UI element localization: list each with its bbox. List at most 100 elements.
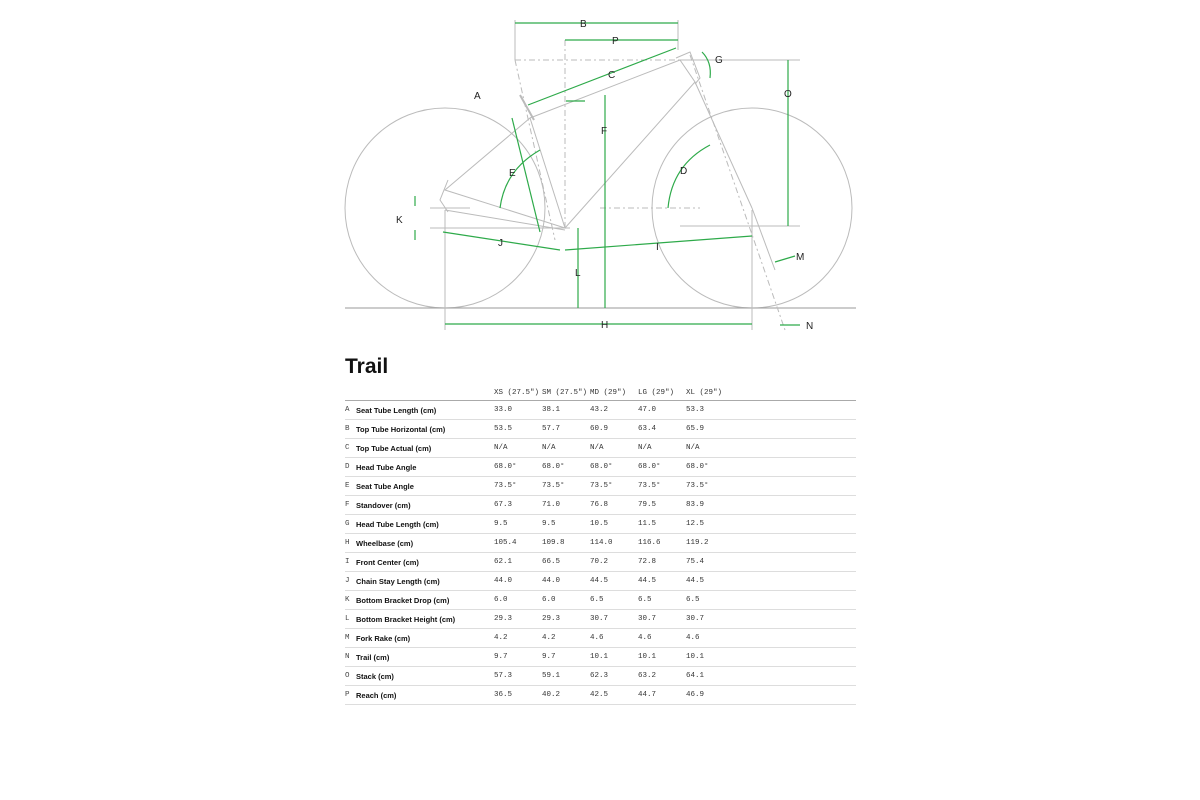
- table-row: E Seat Tube Angle 73.5° 73.5° 73.5° 73.5° 73.5…: [345, 476, 856, 496]
- cell-value: 44.0: [542, 571, 590, 591]
- column-header: LG (29"): [638, 386, 686, 401]
- column-header: XS (27.5"): [494, 386, 542, 401]
- cell-value: 4.6: [686, 628, 734, 648]
- cell-value: 6.5: [638, 590, 686, 610]
- cell-value: 62.3: [590, 666, 638, 686]
- row-name: Top Tube Horizontal (cm): [356, 419, 494, 439]
- row-key: F: [345, 495, 356, 515]
- cell-value: 10.5: [590, 514, 638, 534]
- cell-value: 33.0: [494, 400, 542, 420]
- geometry-table: XS (27.5") SM (27.5") MD (29") LG (29") …: [345, 386, 856, 705]
- label-k: K: [396, 215, 403, 226]
- cell-value: 73.5°: [542, 476, 590, 496]
- cell-value: 6.0: [494, 590, 542, 610]
- cell-value: N/A: [590, 438, 638, 458]
- cell-value: 40.2: [542, 685, 590, 705]
- cell-value: 11.5: [638, 514, 686, 534]
- cell-value: 63.2: [638, 666, 686, 686]
- bike-frame: [344, 20, 856, 331]
- table-row: O Stack (cm) 57.3 59.1 62.3 63.2 64.1: [345, 666, 856, 686]
- cell-value: 53.5: [494, 419, 542, 439]
- cell-value: 68.0°: [542, 457, 590, 477]
- row-name: Chain Stay Length (cm): [356, 571, 494, 591]
- row-key: A: [345, 400, 356, 420]
- cell-value: 30.7: [686, 609, 734, 629]
- label-i: I: [656, 242, 659, 253]
- cell-value: 63.4: [638, 419, 686, 439]
- label-o: O: [784, 89, 792, 100]
- column-header: XL (29"): [686, 386, 734, 401]
- label-g: G: [715, 55, 723, 66]
- cell-value: 43.2: [590, 400, 638, 420]
- label-m: M: [796, 252, 804, 263]
- table-row: G Head Tube Length (cm) 9.5 9.5 10.5 11.5 12.5: [345, 514, 856, 534]
- label-p: P: [612, 36, 619, 47]
- row-key: D: [345, 457, 356, 477]
- cell-value: 67.3: [494, 495, 542, 515]
- row-name: Head Tube Length (cm): [356, 514, 494, 534]
- row-name: Stack (cm): [356, 666, 494, 686]
- column-header: MD (29"): [590, 386, 638, 401]
- cell-value: 73.5°: [686, 476, 734, 496]
- cell-value: 57.7: [542, 419, 590, 439]
- table-row: H Wheelbase (cm) 105.4 109.8 114.0 116.6 119.2: [345, 533, 856, 553]
- cell-value: 76.8: [590, 495, 638, 515]
- cell-value: 59.1: [542, 666, 590, 686]
- table-row: B Top Tube Horizontal (cm) 53.5 57.7 60.9 63.…: [345, 419, 856, 439]
- cell-value: 114.0: [590, 533, 638, 553]
- cell-value: 64.1: [686, 666, 734, 686]
- label-j: J: [498, 238, 503, 249]
- cell-value: 109.8: [542, 533, 590, 553]
- row-name: Front Center (cm): [356, 552, 494, 572]
- cell-value: 30.7: [638, 609, 686, 629]
- cell-value: 71.0: [542, 495, 590, 515]
- cell-value: 73.5°: [590, 476, 638, 496]
- label-n: N: [806, 321, 813, 332]
- cell-value: 73.5°: [638, 476, 686, 496]
- row-key: N: [345, 647, 356, 667]
- row-key: B: [345, 419, 356, 439]
- cell-value: 53.3: [686, 400, 734, 420]
- table-row: D Head Tube Angle 68.0° 68.0° 68.0° 68.0° 68.0…: [345, 457, 856, 477]
- cell-value: 47.0: [638, 400, 686, 420]
- cell-value: 44.5: [686, 571, 734, 591]
- cell-value: 65.9: [686, 419, 734, 439]
- dimension-arrows: [414, 22, 800, 326]
- cell-value: 75.4: [686, 552, 734, 572]
- cell-value: N/A: [494, 438, 542, 458]
- cell-value: 44.7: [638, 685, 686, 705]
- cell-value: 44.0: [494, 571, 542, 591]
- label-l: L: [575, 268, 581, 279]
- row-key: E: [345, 476, 356, 496]
- cell-value: 44.5: [638, 571, 686, 591]
- table-row: N Trail (cm) 9.7 9.7 10.1 10.1 10.1: [345, 647, 856, 667]
- label-d: D: [680, 166, 687, 177]
- row-name: Reach (cm): [356, 685, 494, 705]
- cell-value: 79.5: [638, 495, 686, 515]
- row-key: C: [345, 438, 356, 458]
- row-name: Wheelbase (cm): [356, 533, 494, 553]
- row-name: Seat Tube Angle: [356, 476, 494, 496]
- row-key: G: [345, 514, 356, 534]
- label-b: B: [580, 19, 587, 30]
- dimension-labels: B P C G O A F D E K J I M L H N: [396, 19, 813, 332]
- cell-value: 6.0: [542, 590, 590, 610]
- cell-value: 68.0°: [590, 457, 638, 477]
- cell-value: 70.2: [590, 552, 638, 572]
- table-row: K Bottom Bracket Drop (cm) 6.0 6.0 6.5 6.5 6.5: [345, 590, 856, 610]
- cell-value: 116.6: [638, 533, 686, 553]
- cell-value: 36.5: [494, 685, 542, 705]
- cell-value: N/A: [686, 438, 734, 458]
- cell-value: 105.4: [494, 533, 542, 553]
- row-key: K: [345, 590, 356, 610]
- row-name: Head Tube Angle: [356, 457, 494, 477]
- table-row: J Chain Stay Length (cm) 44.0 44.0 44.5 44.5 4…: [345, 571, 856, 591]
- cell-value: 68.0°: [494, 457, 542, 477]
- cell-value: 29.3: [542, 609, 590, 629]
- cell-value: 73.5°: [494, 476, 542, 496]
- table-row: F Standover (cm) 67.3 71.0 76.8 79.5 83.9: [345, 495, 856, 515]
- cell-value: 30.7: [590, 609, 638, 629]
- row-name: Fork Rake (cm): [356, 628, 494, 648]
- bike-geometry-diagram: B P C G O A F D E K J I M L H N: [344, 19, 856, 332]
- cell-value: 119.2: [686, 533, 734, 553]
